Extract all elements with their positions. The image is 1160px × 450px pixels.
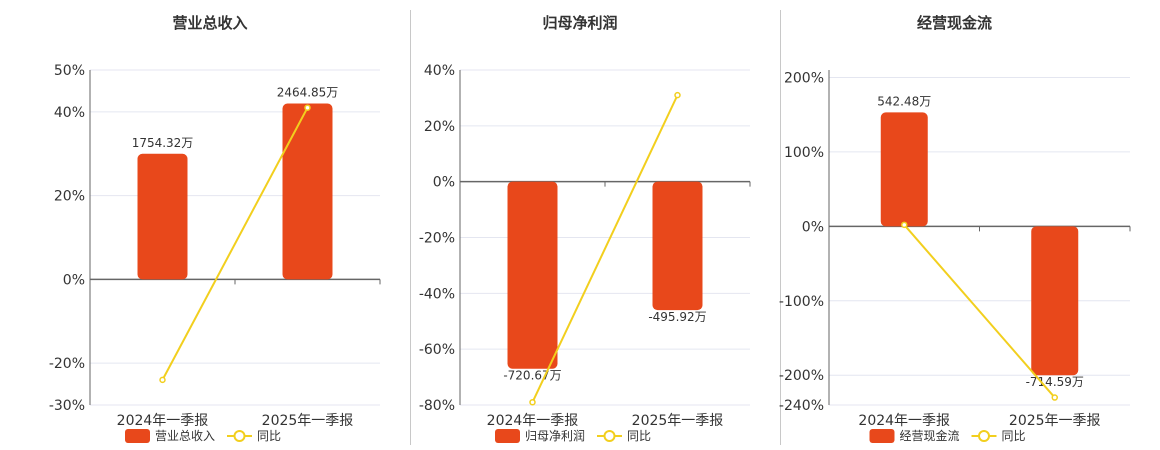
bar — [1031, 226, 1079, 376]
panel-divider — [780, 10, 781, 445]
bar — [652, 181, 703, 311]
bar — [282, 103, 333, 280]
y-tick-label: -100% — [779, 294, 824, 310]
y-tick-label: -80% — [419, 398, 455, 414]
x-tick-label: 2025年一季报 — [632, 413, 724, 429]
x-tick-label: 2024年一季报 — [117, 413, 209, 429]
y-tick-label: 100% — [784, 145, 824, 161]
legend-bar-label: 经营现金流 — [900, 428, 960, 443]
y-tick-label: 0% — [802, 219, 824, 235]
bar-value-label: 542.48万 — [877, 94, 931, 108]
y-tick-label: -20% — [49, 356, 85, 372]
y-tick-label: -240% — [779, 398, 824, 414]
y-tick-label: -30% — [49, 398, 85, 414]
panel-divider — [410, 10, 411, 445]
bar-value-label: -495.92万 — [648, 310, 706, 324]
legend-bar-label: 归母净利润 — [525, 429, 585, 443]
y-tick-label: -40% — [419, 286, 455, 302]
yoy-point — [1051, 394, 1058, 401]
yoy-line — [161, 107, 309, 381]
y-tick-label: 20% — [54, 189, 85, 205]
y-tick-label: 0% — [63, 272, 85, 288]
legend-bar-label: 营业总收入 — [155, 429, 215, 443]
legend-line-marker — [978, 430, 990, 442]
x-tick-label: 2024年一季报 — [487, 413, 579, 429]
yoy-point — [529, 398, 536, 406]
x-tick-label: 2024年一季报 — [858, 413, 950, 429]
chart-panel-cash-flow: 经营现金流 200% 100% 0% -100% -200% -240% 542.48万 -71… — [765, 0, 1135, 450]
chart-title: 归母净利润 — [542, 14, 617, 32]
bar-value-label: 2464.85万 — [277, 86, 339, 100]
chart-panel-revenue: 营业总收入 50% 40% 20% 0% -20% -30% 1754.32万 2464.85万… — [25, 0, 395, 450]
legend-bar-swatch — [125, 429, 150, 443]
legend-line-label: 同比 — [257, 429, 281, 443]
chart-title: 营业总收入 — [172, 14, 247, 32]
chart-title: 经营现金流 — [917, 14, 992, 32]
legend-bar-swatch — [869, 429, 895, 443]
bar-value-label: -720.67万 — [503, 369, 561, 383]
chart-panel-net-profit: 归母净利润 40% 20% 0% -20% -40% -60% -80% -720.67万 -49… — [395, 0, 765, 450]
yoy-point — [304, 104, 311, 111]
yoy-point — [159, 376, 166, 384]
x-tick-label: 2025年一季报 — [1009, 413, 1101, 429]
y-tick-label: -20% — [419, 231, 455, 247]
y-tick-label: -60% — [419, 342, 455, 358]
cash-flow-chart: 经营现金流 200% 100% 0% -100% -200% -240% 542.48万 -71… — [779, 14, 1131, 443]
yoy-point — [674, 91, 681, 99]
legend-line-label: 同比 — [1002, 429, 1026, 443]
bar — [880, 112, 928, 227]
bar — [507, 181, 558, 369]
revenue-chart: 营业总收入 50% 40% 20% 0% -20% -30% 1754.32万 2464.85万… — [49, 14, 381, 443]
legend-line-label: 同比 — [627, 429, 651, 443]
legend-line-marker — [233, 430, 246, 442]
y-tick-label: 40% — [424, 63, 455, 79]
bar-value-label: 1754.32万 — [132, 136, 194, 150]
net-profit-chart: 归母净利润 40% 20% 0% -20% -40% -60% -80% -720.67万 -49… — [419, 14, 751, 443]
bar-value-label: -714.59万 — [1026, 375, 1084, 389]
y-tick-label: 0% — [433, 175, 455, 191]
y-tick-label: -200% — [779, 368, 824, 384]
yoy-line — [903, 224, 1056, 399]
y-tick-label: 40% — [54, 105, 85, 121]
legend-bar-swatch — [495, 429, 520, 443]
yoy-point — [901, 221, 908, 229]
yoy-line — [531, 94, 679, 403]
x-tick-label: 2025年一季报 — [262, 413, 354, 429]
y-tick-label: 50% — [54, 63, 85, 79]
legend-line-marker — [603, 430, 616, 442]
y-tick-label: 20% — [424, 119, 455, 135]
bar — [137, 153, 188, 280]
y-tick-label: 200% — [784, 70, 824, 86]
